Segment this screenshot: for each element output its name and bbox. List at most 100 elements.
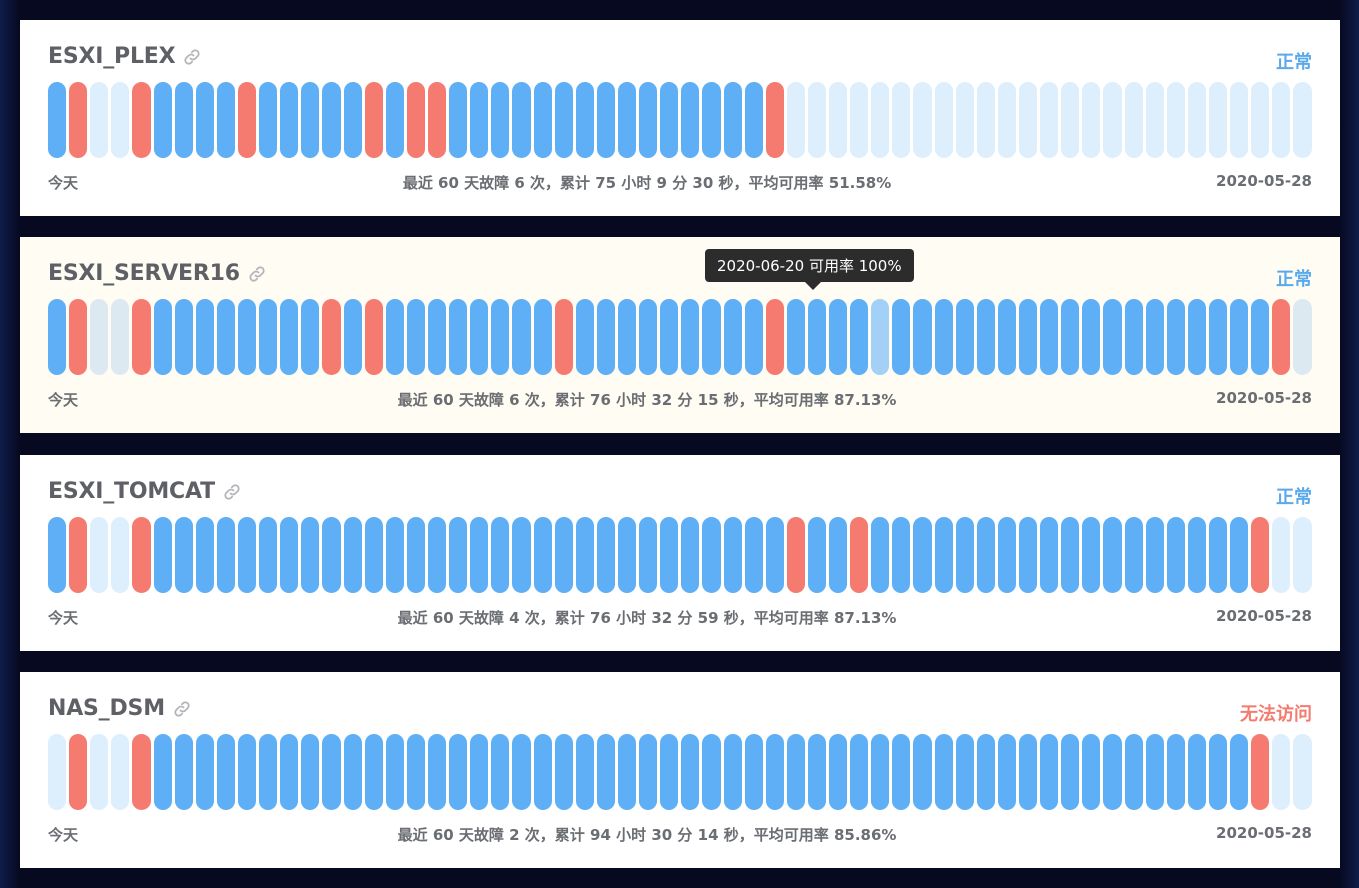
uptime-bar-up[interactable] — [301, 82, 320, 158]
uptime-bar-up[interactable] — [343, 734, 362, 810]
uptime-bar-up[interactable] — [449, 299, 468, 375]
uptime-bar-up[interactable] — [48, 299, 67, 375]
uptime-bar-up[interactable] — [385, 517, 404, 593]
uptime-bar-up[interactable] — [48, 82, 67, 158]
uptime-bar-up[interactable] — [533, 734, 552, 810]
uptime-bar-up[interactable] — [639, 734, 658, 810]
uptime-bar-up[interactable] — [681, 299, 700, 375]
uptime-bar-up[interactable] — [491, 734, 510, 810]
uptime-bar-up[interactable] — [1187, 299, 1207, 375]
uptime-bar-no-data[interactable] — [90, 517, 109, 593]
uptime-bar-no-data[interactable] — [111, 734, 130, 810]
uptime-bar-up[interactable] — [449, 734, 468, 810]
uptime-bar-up[interactable] — [216, 517, 235, 593]
uptime-bar-no-data[interactable] — [829, 82, 848, 158]
uptime-bar-up[interactable] — [195, 82, 214, 158]
uptime-bar-up[interactable] — [955, 734, 974, 810]
uptime-bar-up[interactable] — [1230, 734, 1249, 810]
uptime-bar-up[interactable] — [702, 734, 721, 810]
link-icon[interactable] — [248, 265, 266, 283]
uptime-bar-up[interactable] — [723, 734, 742, 810]
uptime-bar-up[interactable] — [259, 82, 278, 158]
uptime-bar-up[interactable] — [1040, 734, 1059, 810]
uptime-bar-up[interactable] — [364, 734, 383, 810]
uptime-bar-up[interactable] — [1082, 734, 1101, 810]
uptime-bar-up[interactable] — [1166, 299, 1185, 375]
uptime-bar-down[interactable] — [364, 82, 383, 158]
uptime-bar-down[interactable] — [1251, 734, 1270, 810]
uptime-bar-up[interactable] — [470, 517, 489, 593]
uptime-bar-up[interactable] — [913, 299, 932, 375]
uptime-bar-up[interactable] — [997, 299, 1017, 375]
uptime-bar-up[interactable] — [237, 734, 257, 810]
uptime-bar-up[interactable] — [850, 734, 869, 810]
uptime-bar-up[interactable] — [1124, 734, 1143, 810]
uptime-bar-up[interactable] — [385, 734, 404, 810]
uptime-bar-up[interactable] — [1040, 517, 1059, 593]
uptime-bar-up[interactable] — [48, 517, 67, 593]
uptime-bar-up[interactable] — [807, 734, 827, 810]
uptime-bar-up[interactable] — [829, 299, 848, 375]
uptime-bar-up[interactable] — [744, 734, 763, 810]
uptime-bar-up[interactable] — [702, 82, 721, 158]
uptime-bar-up[interactable] — [470, 82, 489, 158]
uptime-bar-no-data[interactable] — [48, 734, 67, 810]
uptime-bar-no-data[interactable] — [807, 82, 827, 158]
uptime-bar-up[interactable] — [702, 517, 721, 593]
uptime-bar-up[interactable] — [280, 517, 299, 593]
uptime-bar-up[interactable] — [934, 299, 953, 375]
uptime-bar-down[interactable] — [427, 82, 447, 158]
uptime-bar-up[interactable] — [449, 517, 468, 593]
uptime-bar-up[interactable] — [1019, 734, 1038, 810]
uptime-bar-up[interactable] — [491, 299, 510, 375]
uptime-bar-up[interactable] — [1145, 517, 1164, 593]
uptime-bar-up[interactable] — [765, 734, 784, 810]
uptime-bar-up[interactable] — [280, 299, 299, 375]
uptime-bar-up[interactable] — [723, 82, 742, 158]
uptime-bar-no-data[interactable] — [1293, 517, 1312, 593]
uptime-bar-down[interactable] — [69, 517, 88, 593]
uptime-bar-up[interactable] — [681, 517, 700, 593]
uptime-bar-up[interactable] — [723, 299, 742, 375]
uptime-bar-up[interactable] — [871, 517, 890, 593]
uptime-bar-down[interactable] — [406, 82, 425, 158]
uptime-bar-up[interactable] — [343, 517, 362, 593]
uptime-bar-up[interactable] — [765, 517, 784, 593]
uptime-bar-no-data[interactable] — [1124, 82, 1143, 158]
uptime-bar-no-data[interactable] — [1272, 517, 1291, 593]
uptime-bar-up[interactable] — [406, 517, 425, 593]
uptime-bar-up[interactable] — [195, 517, 214, 593]
uptime-bar-up[interactable] — [1061, 299, 1080, 375]
uptime-bar-hovered[interactable] — [871, 299, 890, 375]
uptime-bar-down[interactable] — [322, 299, 341, 375]
uptime-bar-up[interactable] — [807, 299, 827, 375]
uptime-bar-up[interactable] — [1082, 517, 1101, 593]
uptime-bar-up[interactable] — [1230, 299, 1249, 375]
uptime-bar-up[interactable] — [533, 82, 552, 158]
uptime-bar-up[interactable] — [1209, 299, 1228, 375]
uptime-bar-no-data[interactable] — [1061, 82, 1080, 158]
uptime-bar-up[interactable] — [639, 517, 658, 593]
uptime-bar-up[interactable] — [322, 82, 341, 158]
uptime-bar-up[interactable] — [427, 299, 447, 375]
uptime-bar-up[interactable] — [913, 734, 932, 810]
uptime-bar-no-data[interactable] — [90, 82, 109, 158]
uptime-bar-no-data[interactable] — [1293, 299, 1312, 375]
uptime-bar-up[interactable] — [660, 517, 679, 593]
uptime-bar-no-data[interactable] — [1293, 734, 1312, 810]
uptime-bar-up[interactable] — [786, 299, 805, 375]
uptime-bar-up[interactable] — [1124, 299, 1143, 375]
uptime-bar-down[interactable] — [765, 82, 784, 158]
uptime-bar-up[interactable] — [617, 517, 637, 593]
uptime-bar-no-data[interactable] — [1187, 82, 1207, 158]
uptime-bar-up[interactable] — [1209, 517, 1228, 593]
uptime-bar-up[interactable] — [1187, 517, 1207, 593]
uptime-bar-no-data[interactable] — [111, 517, 130, 593]
uptime-bar-up[interactable] — [829, 734, 848, 810]
uptime-bar-up[interactable] — [554, 82, 573, 158]
uptime-bar-no-data[interactable] — [1251, 82, 1270, 158]
uptime-bar-up[interactable] — [280, 734, 299, 810]
uptime-bar-up[interactable] — [216, 82, 235, 158]
uptime-bar-up[interactable] — [512, 299, 531, 375]
uptime-bar-up[interactable] — [913, 517, 932, 593]
